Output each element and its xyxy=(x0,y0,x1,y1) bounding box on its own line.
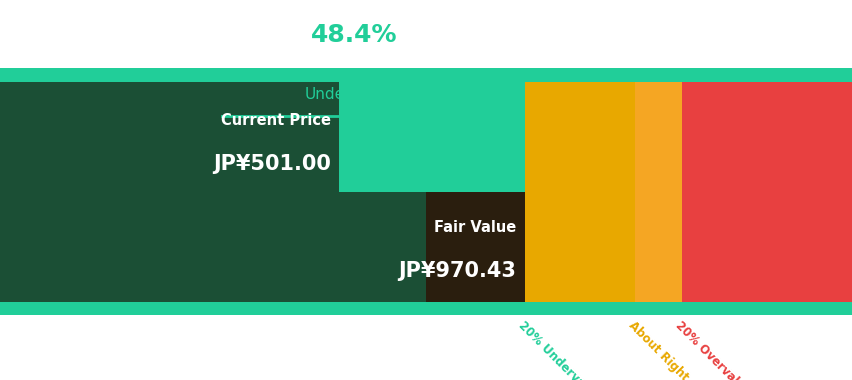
Bar xyxy=(0,68,524,315)
Bar xyxy=(0,192,524,302)
Bar xyxy=(426,192,524,302)
Text: JP¥970.43: JP¥970.43 xyxy=(398,261,515,281)
Text: Undervalued: Undervalued xyxy=(305,87,402,102)
Bar xyxy=(635,68,682,315)
Bar xyxy=(0,68,852,82)
Bar xyxy=(0,82,339,192)
Text: About Right: About Right xyxy=(625,319,690,380)
Text: 20% Undervalued: 20% Undervalued xyxy=(515,319,607,380)
Text: JP¥501.00: JP¥501.00 xyxy=(213,154,331,174)
Text: 48.4%: 48.4% xyxy=(310,23,397,47)
Bar xyxy=(524,68,635,315)
Bar xyxy=(0,302,852,315)
Bar xyxy=(682,68,852,315)
Text: Fair Value: Fair Value xyxy=(434,220,515,235)
Text: Current Price: Current Price xyxy=(221,113,331,128)
Text: 20% Overvalued: 20% Overvalued xyxy=(672,319,757,380)
